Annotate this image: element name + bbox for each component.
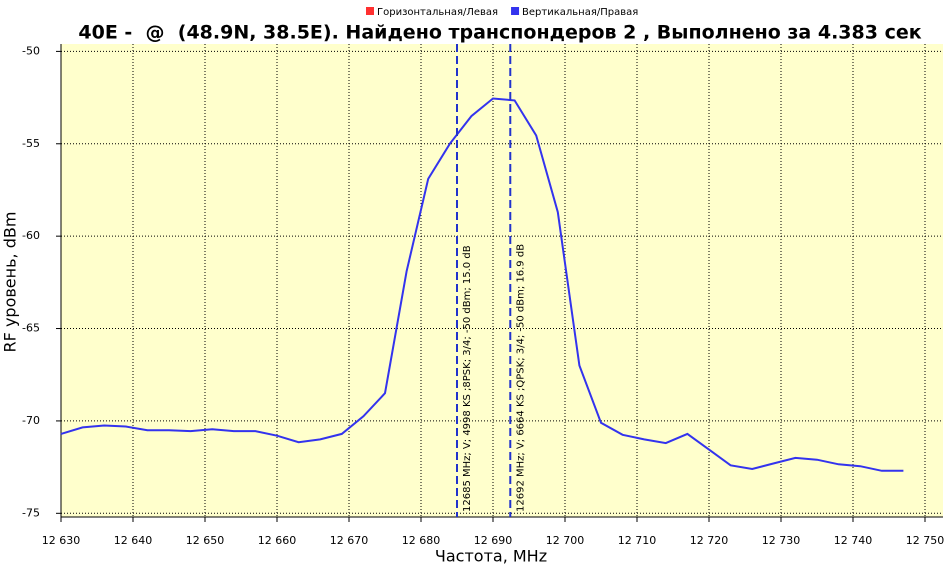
x-tick-label: 12 690 xyxy=(474,534,513,547)
chart-title: 40E - @ (48.9N, 38.5E). Найдено транспон… xyxy=(78,22,921,44)
legend-swatch xyxy=(511,7,520,15)
legend-label: Вертикальная/Правая xyxy=(522,7,638,18)
x-tick-label: 12 670 xyxy=(330,534,369,547)
y-tick-label: -70 xyxy=(22,414,40,427)
x-tick-label: 12 640 xyxy=(114,534,153,547)
x-tick-label: 12 630 xyxy=(42,534,81,547)
x-axis-label: Частота, MHz xyxy=(435,547,547,566)
y-tick-label: -50 xyxy=(22,44,40,57)
x-tick-label: 12 750 xyxy=(906,534,945,547)
x-tick-label: 12 710 xyxy=(618,534,657,547)
plot-area xyxy=(61,44,943,517)
y-axis-label: RF уровень, dBm xyxy=(1,212,20,353)
x-tick-label: 12 740 xyxy=(834,534,873,547)
y-tick-label: -55 xyxy=(22,137,40,150)
x-tick-label: 12 680 xyxy=(402,534,441,547)
y-tick-label: -75 xyxy=(22,506,40,519)
legend-label: Горизонтальная/Левая xyxy=(377,7,498,18)
legend-swatch xyxy=(366,7,374,15)
x-tick-label: 12 700 xyxy=(546,534,585,547)
marker-label: 12692 MHz; V; 6664 KS ;QPSK; 3/4; -50 dB… xyxy=(515,244,526,512)
marker-label: 12685 MHz; V; 4998 KS ;8PSK; 3/4; -50 dB… xyxy=(462,245,473,512)
y-tick-label: -60 xyxy=(22,229,40,242)
x-tick-label: 12 720 xyxy=(690,534,729,547)
data-line xyxy=(60,97,904,472)
x-tick-label: 12 730 xyxy=(762,534,801,547)
x-tick-label: 12 660 xyxy=(258,534,297,547)
y-tick-label: -65 xyxy=(22,322,40,335)
x-tick-label: 12 650 xyxy=(186,534,225,547)
